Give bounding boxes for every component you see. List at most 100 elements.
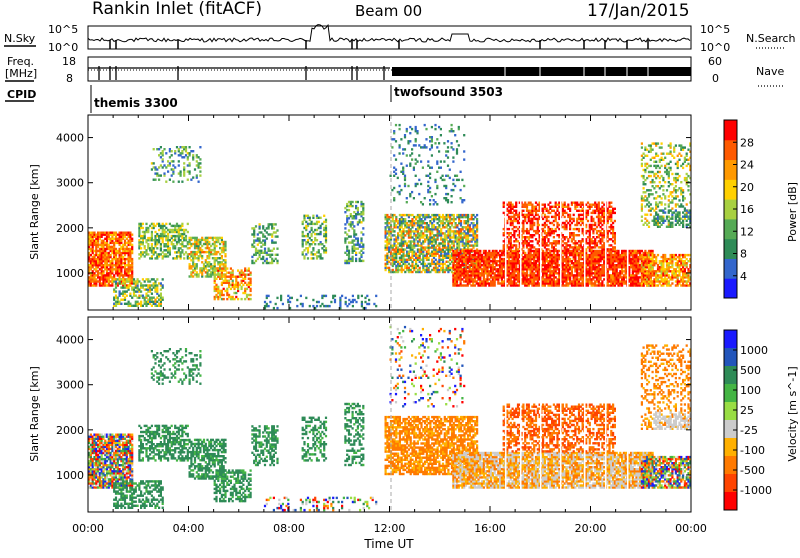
data-cell bbox=[339, 299, 341, 301]
data-cell bbox=[436, 160, 438, 162]
data-cell bbox=[259, 237, 261, 239]
data-cell bbox=[431, 230, 433, 232]
data-cell bbox=[451, 124, 453, 126]
data-cell bbox=[404, 134, 406, 136]
data-cell bbox=[393, 154, 395, 156]
data-cell bbox=[296, 305, 298, 307]
data-cell bbox=[147, 243, 149, 245]
data-cell bbox=[165, 223, 167, 225]
date-title: 17/Jan/2015 bbox=[587, 1, 690, 21]
data-cell bbox=[198, 156, 200, 158]
data-cell bbox=[178, 160, 180, 162]
data-cell bbox=[411, 152, 413, 154]
data-cell bbox=[452, 148, 454, 150]
data-cell bbox=[131, 234, 133, 236]
cpid-label: CPID bbox=[7, 88, 36, 101]
data-cell bbox=[291, 297, 293, 299]
data-cell bbox=[172, 160, 174, 162]
data-cell bbox=[269, 301, 271, 303]
data-cell bbox=[253, 262, 255, 264]
data-cell bbox=[223, 294, 225, 296]
data-cell bbox=[314, 237, 316, 239]
data-cell bbox=[196, 271, 198, 273]
data-cell bbox=[262, 262, 264, 264]
nsky-tick-top: 10^5 bbox=[48, 23, 78, 36]
data-cell bbox=[296, 299, 298, 301]
data-cell bbox=[409, 132, 411, 134]
data-cell bbox=[312, 215, 314, 217]
data-cell bbox=[251, 260, 253, 262]
data-cell bbox=[456, 224, 458, 226]
data-cell bbox=[407, 185, 409, 187]
data-cell bbox=[271, 235, 273, 237]
data-cell bbox=[251, 256, 253, 258]
data-cell bbox=[232, 272, 234, 274]
data-cell bbox=[320, 253, 322, 255]
data-cell bbox=[399, 152, 401, 154]
data-cell bbox=[190, 179, 192, 181]
data-cell bbox=[375, 305, 377, 307]
data-cell bbox=[569, 258, 571, 260]
data-cell bbox=[424, 124, 426, 126]
data-cell bbox=[400, 189, 402, 191]
data-cell bbox=[221, 272, 223, 274]
data-cell bbox=[422, 203, 424, 205]
nave-tick-bottom: 0 bbox=[712, 72, 719, 85]
data-cell bbox=[171, 150, 173, 152]
data-cell bbox=[456, 148, 458, 150]
data-cell bbox=[241, 298, 243, 300]
data-cell bbox=[165, 181, 167, 183]
data-cell bbox=[282, 303, 284, 305]
data-cell bbox=[153, 148, 155, 150]
data-cell bbox=[185, 146, 187, 148]
data-cell bbox=[456, 140, 458, 142]
data-cell bbox=[416, 130, 418, 132]
data-cell bbox=[393, 187, 395, 189]
data-cell bbox=[449, 263, 451, 265]
data-cell bbox=[165, 152, 167, 154]
freq-unit-label: [MHz] bbox=[5, 67, 37, 80]
data-cell bbox=[452, 156, 454, 158]
data-cell bbox=[189, 162, 191, 164]
data-cell bbox=[160, 174, 162, 176]
data-cell bbox=[460, 189, 462, 191]
data-cell bbox=[226, 298, 228, 300]
data-cell bbox=[162, 286, 164, 288]
data-cell bbox=[280, 295, 282, 297]
data-cell bbox=[415, 138, 417, 140]
data-cell bbox=[425, 138, 427, 140]
data-cell bbox=[460, 220, 462, 222]
data-cell bbox=[406, 197, 408, 199]
data-cell bbox=[142, 227, 144, 229]
data-cell bbox=[171, 154, 173, 156]
data-cell bbox=[312, 247, 314, 249]
data-cell bbox=[476, 218, 478, 220]
data-cell bbox=[411, 158, 413, 160]
data-cell bbox=[330, 301, 332, 303]
data-cell bbox=[162, 278, 164, 280]
data-cell bbox=[199, 146, 201, 148]
data-cell bbox=[316, 305, 318, 307]
data-cell bbox=[160, 293, 162, 295]
data-cell bbox=[115, 286, 117, 288]
data-cell bbox=[305, 297, 307, 299]
data-cell bbox=[244, 278, 246, 280]
data-cell bbox=[268, 305, 270, 307]
data-cell bbox=[199, 158, 201, 160]
data-cell bbox=[346, 215, 348, 217]
data-cell bbox=[385, 269, 387, 271]
nsearch-tick-top: 10^5 bbox=[700, 23, 730, 36]
data-cell bbox=[302, 245, 304, 247]
data-cell bbox=[429, 203, 431, 205]
data-cell bbox=[449, 177, 451, 179]
data-cell bbox=[276, 262, 278, 264]
data-cell bbox=[346, 246, 348, 248]
data-cell bbox=[397, 177, 399, 179]
data-cell bbox=[440, 160, 442, 162]
data-cell bbox=[346, 305, 348, 307]
data-cell bbox=[262, 233, 264, 235]
data-cell bbox=[458, 179, 460, 181]
data-cell bbox=[144, 233, 146, 235]
data-cell bbox=[276, 307, 278, 309]
data-cell bbox=[133, 278, 135, 280]
